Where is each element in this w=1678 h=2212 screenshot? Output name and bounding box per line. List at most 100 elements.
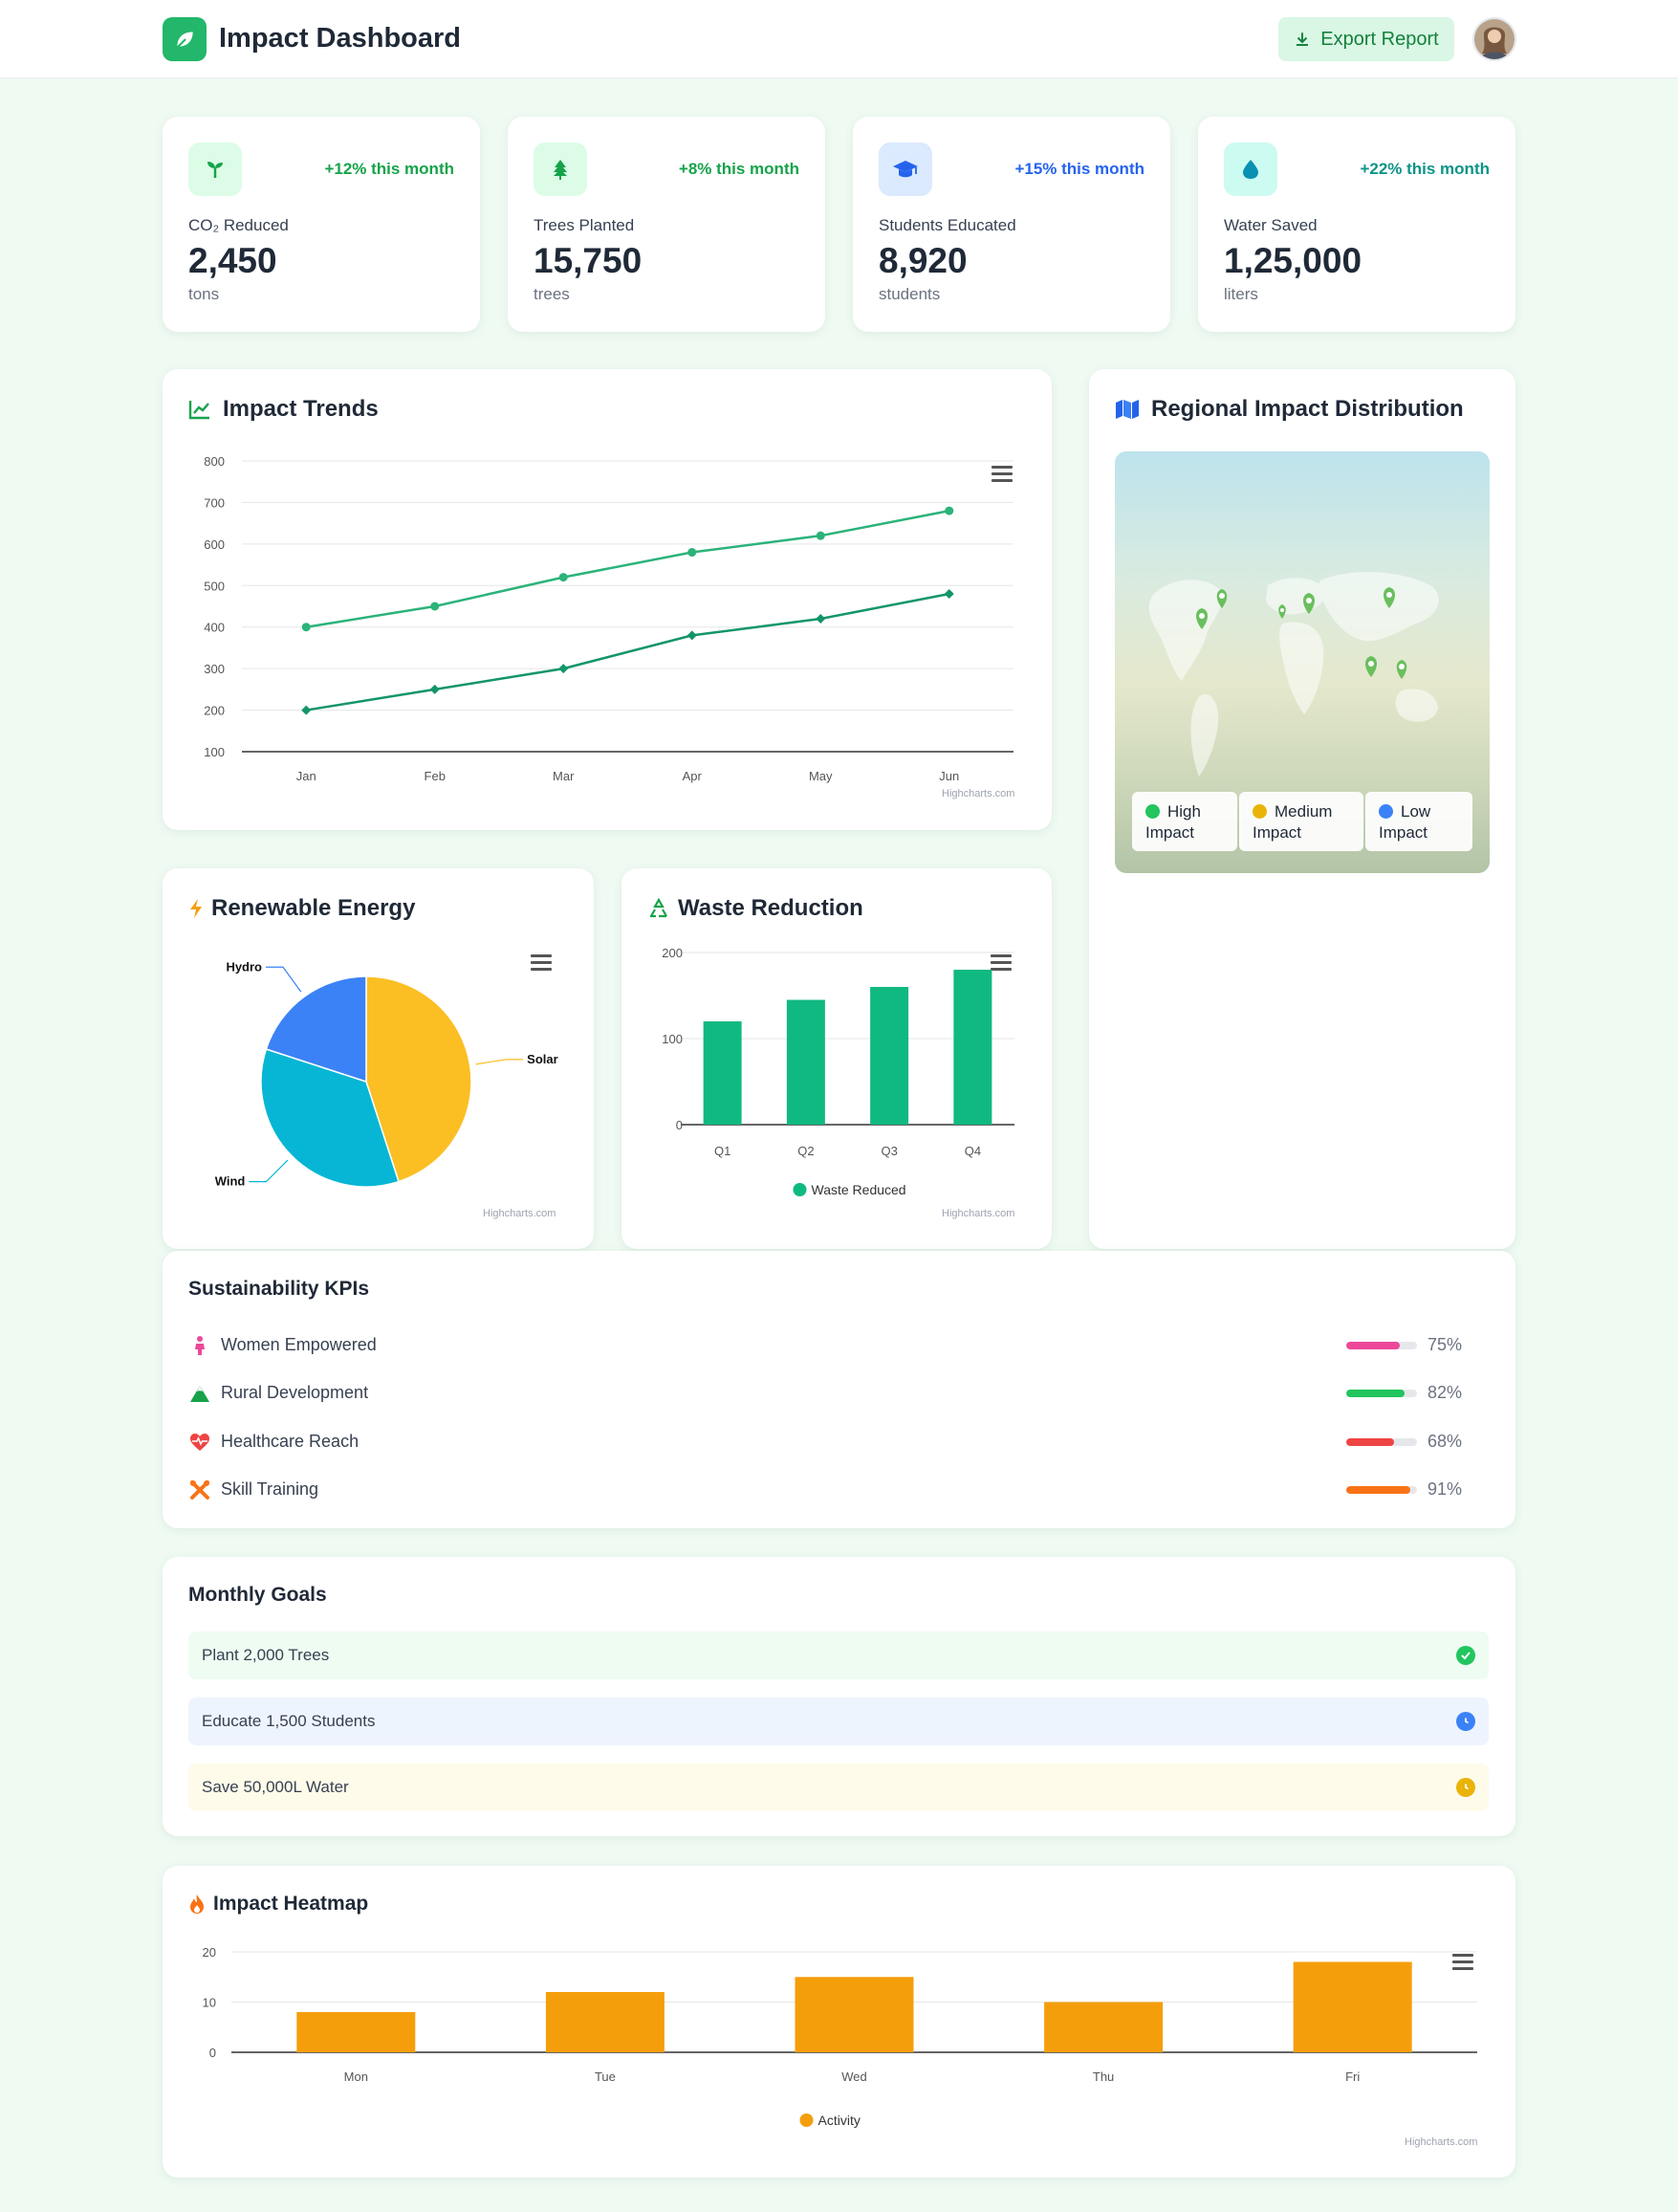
x-tick-label: Fri	[1345, 2070, 1360, 2084]
map-pin-icon[interactable]	[1216, 589, 1228, 608]
chart-credit[interactable]: Highcharts.com	[942, 788, 1015, 799]
data-point	[945, 506, 954, 515]
goal-row-plant-trees[interactable]: Plant 2,000 Trees	[188, 1632, 1489, 1679]
kpi-row-women-empowered: Women Empowered 75%	[188, 1331, 1489, 1360]
x-tick-label: Wed	[841, 2070, 867, 2084]
map-pin-icon[interactable]	[1278, 604, 1286, 619]
pie-label: Hydro	[226, 959, 262, 974]
goal-row-save-water[interactable]: Save 50,000L Water	[188, 1763, 1489, 1811]
bar	[545, 1992, 665, 2052]
data-point	[944, 588, 954, 599]
y-tick-label: 0	[209, 2046, 216, 2060]
chart-menu-icon[interactable]	[991, 954, 1012, 972]
sustainability-kpis-title: Sustainability KPIs	[188, 1278, 370, 1300]
y-tick-label: 10	[203, 1996, 216, 2010]
legend-label: Low Impact	[1379, 802, 1431, 842]
world-map[interactable]: High Impact Medium Impact Low Impact	[1115, 451, 1490, 873]
export-report-button[interactable]: Export Report	[1278, 17, 1454, 61]
recycle-icon	[647, 898, 670, 919]
world-map-graphic	[1148, 571, 1439, 777]
map-pin-icon[interactable]	[1396, 660, 1407, 679]
pie-slice	[265, 975, 367, 1084]
goal-row-educate-students[interactable]: Educate 1,500 Students	[188, 1697, 1489, 1745]
stat-card-co2: +12% this month CO₂ Reduced 2,450 tons	[163, 117, 480, 332]
kpi-progress-fill	[1346, 1438, 1395, 1446]
kpi-progress-bar	[1346, 1438, 1417, 1446]
chart-menu-icon[interactable]	[1452, 1954, 1473, 1971]
x-tick-label: Mon	[344, 2070, 368, 2084]
kpi-progress-fill	[1346, 1390, 1405, 1397]
map-pin-icon[interactable]	[1365, 656, 1377, 677]
x-tick-label: May	[809, 769, 833, 783]
download-icon	[1297, 33, 1309, 46]
data-point	[558, 573, 568, 582]
clock-icon	[1456, 1712, 1475, 1731]
impact-trends-title: Impact Trends	[188, 396, 379, 423]
data-point	[816, 531, 825, 540]
x-tick-label: Q1	[714, 1144, 730, 1158]
regional-impact-card: Regional Impact Distribution High I	[1089, 369, 1515, 1249]
map-pins	[1196, 587, 1407, 679]
y-tick-label: 0	[676, 1118, 683, 1132]
user-avatar[interactable]	[1472, 17, 1516, 61]
bar	[296, 2012, 416, 2052]
legend-low-impact[interactable]: Low Impact	[1365, 792, 1472, 851]
legend-dot	[1145, 804, 1160, 819]
goal-label: Save 50,000L Water	[202, 1778, 349, 1796]
x-tick-label: Tue	[595, 2070, 616, 2084]
y-tick-label: 100	[662, 1032, 683, 1046]
map-pin-icon[interactable]	[1303, 593, 1315, 614]
pie-label: Wind	[215, 1174, 246, 1189]
chart-credit[interactable]: Highcharts.com	[1405, 2136, 1478, 2148]
chart-menu-icon[interactable]	[531, 954, 552, 972]
x-tick-label: Q4	[965, 1144, 981, 1158]
tools-icon	[188, 1478, 211, 1501]
kpi-progress-bar	[1346, 1390, 1417, 1397]
x-tick-label: Jan	[296, 769, 316, 783]
stat-label: CO₂ Reduced	[188, 216, 289, 234]
y-tick-label: 200	[204, 704, 225, 718]
kpi-row-skill-training: Skill Training 91%	[188, 1476, 1489, 1504]
chart-credit[interactable]: Highcharts.com	[483, 1208, 556, 1219]
legend-high-impact[interactable]: High Impact	[1132, 792, 1237, 851]
renewable-energy-title-text: Renewable Energy	[211, 895, 416, 921]
waste-reduction-chart: 0 100 200 Q1 Q2 Q3 Q4 Waste Reduced	[662, 946, 1014, 1197]
top-bar: Impact Dashboard Export Report	[0, 0, 1678, 78]
regional-impact-title-text: Regional Impact Distribution	[1151, 396, 1464, 422]
y-tick-label: 100	[204, 745, 225, 759]
app-title: Impact Dashboard	[219, 23, 461, 54]
kpi-label: Women Empowered	[221, 1335, 377, 1354]
data-point	[686, 630, 697, 641]
data-point	[301, 623, 311, 632]
x-tick-label: Q3	[881, 1144, 897, 1158]
stat-change: +22% this month	[1360, 160, 1490, 178]
data-point	[301, 705, 312, 715]
stat-value: 15,750	[534, 241, 643, 280]
kpi-row-rural-development: Rural Development 82%	[188, 1379, 1489, 1408]
monthly-goals-card: Monthly Goals Plant 2,000 Trees Educate …	[163, 1557, 1515, 1836]
leaf-icon	[163, 17, 207, 61]
y-tick-label: 500	[204, 579, 225, 593]
series-line	[306, 592, 949, 712]
impact-trends-chart: 100 200 300 400 500 600 700 800 Jan Feb Mar Apr May J…	[204, 454, 1013, 783]
renewable-energy-title: Renewable Energy	[188, 895, 415, 922]
x-tick-label: Jun	[939, 769, 959, 783]
renewable-energy-card: Renewable Energy Solar Wind Hydro Highchar…	[163, 868, 594, 1249]
kpi-label: Skill Training	[221, 1479, 319, 1499]
series-line	[306, 509, 949, 628]
map-pin-icon[interactable]	[1384, 587, 1395, 608]
kpi-value: 82%	[1427, 1383, 1463, 1402]
legend-label: Activity	[818, 2113, 861, 2128]
x-tick-label: Thu	[1093, 2070, 1114, 2084]
stat-label: Students Educated	[879, 216, 1016, 234]
stat-change: +12% this month	[324, 160, 454, 178]
legend-medium-impact[interactable]: Medium Impact	[1239, 792, 1363, 851]
chart-credit[interactable]: Highcharts.com	[942, 1208, 1015, 1219]
female-icon	[188, 1334, 211, 1357]
heart-pulse-icon	[188, 1431, 211, 1454]
map-pin-icon[interactable]	[1196, 608, 1208, 629]
kpi-label: Healthcare Reach	[221, 1432, 360, 1451]
chart-menu-icon[interactable]	[992, 466, 1013, 483]
y-tick-label: 300	[204, 662, 225, 676]
stat-unit: tons	[188, 285, 220, 303]
